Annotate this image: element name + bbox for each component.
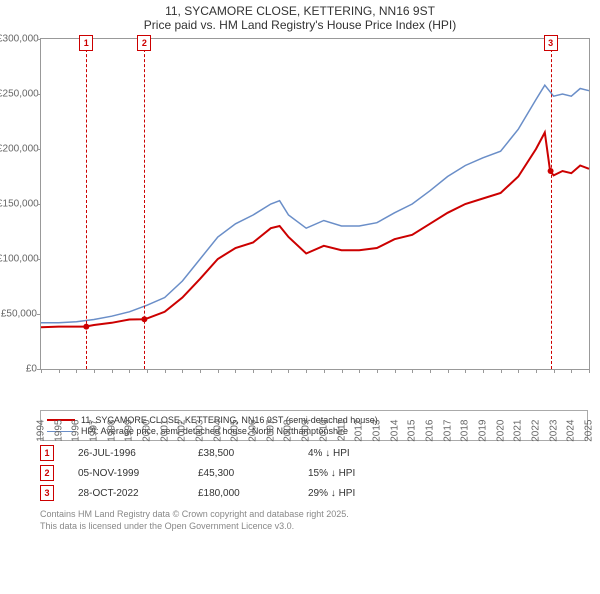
x-tick-label: 2025 xyxy=(584,420,595,470)
x-tick-mark xyxy=(448,369,449,373)
x-tick-mark xyxy=(430,369,431,373)
x-tick-label: 2015 xyxy=(407,420,418,470)
footnote-line2: This data is licensed under the Open Gov… xyxy=(40,521,588,533)
x-tick-mark xyxy=(253,369,254,373)
y-tick-label: £100,000 xyxy=(0,254,37,265)
x-tick-label: 2021 xyxy=(513,420,524,470)
x-tick-label: 2016 xyxy=(424,420,435,470)
x-tick-mark xyxy=(94,369,95,373)
x-tick-label: 2013 xyxy=(371,420,382,470)
x-tick-mark xyxy=(501,369,502,373)
x-tick-label: 1996 xyxy=(71,420,82,470)
y-tick-label: £150,000 xyxy=(0,199,37,210)
plot-area: £0£50,000£100,000£150,000£200,000£250,00… xyxy=(40,38,590,370)
chart-svg xyxy=(41,39,589,369)
chart-wrap: £0£50,000£100,000£150,000£200,000£250,00… xyxy=(40,38,588,370)
x-tick-label: 2022 xyxy=(530,420,541,470)
sales-row-date: 28-OCT-2022 xyxy=(78,488,198,499)
x-tick-mark xyxy=(359,369,360,373)
footnote: Contains HM Land Registry data © Crown c… xyxy=(40,509,588,532)
y-tick-mark xyxy=(37,259,41,260)
x-tick-label: 2014 xyxy=(389,420,400,470)
title-line1: 11, SYCAMORE CLOSE, KETTERING, NN16 9ST xyxy=(0,4,600,18)
x-tick-mark xyxy=(518,369,519,373)
x-tick-label: 2019 xyxy=(477,420,488,470)
x-tick-mark xyxy=(412,369,413,373)
x-tick-mark xyxy=(465,369,466,373)
x-tick-mark xyxy=(59,369,60,373)
x-tick-label: 2002 xyxy=(177,420,188,470)
x-tick-label: 2007 xyxy=(265,420,276,470)
x-tick-label: 1997 xyxy=(89,420,100,470)
y-tick-mark xyxy=(37,39,41,40)
x-tick-label: 2020 xyxy=(495,420,506,470)
x-tick-mark xyxy=(271,369,272,373)
y-tick-label: £0 xyxy=(0,364,37,375)
y-tick-mark xyxy=(37,149,41,150)
sale-marker-box: 2 xyxy=(137,35,151,51)
x-tick-mark xyxy=(112,369,113,373)
x-tick-mark xyxy=(200,369,201,373)
y-tick-label: £50,000 xyxy=(0,309,37,320)
x-tick-mark xyxy=(147,369,148,373)
x-tick-label: 1998 xyxy=(106,420,117,470)
y-tick-label: £250,000 xyxy=(0,89,37,100)
x-tick-mark xyxy=(377,369,378,373)
x-tick-mark xyxy=(571,369,572,373)
x-tick-mark xyxy=(76,369,77,373)
x-tick-mark xyxy=(395,369,396,373)
y-tick-mark xyxy=(37,94,41,95)
sales-row-diff: 29% ↓ HPI xyxy=(308,488,408,499)
x-tick-label: 2023 xyxy=(548,420,559,470)
x-tick-mark xyxy=(554,369,555,373)
x-tick-label: 1995 xyxy=(53,420,64,470)
x-tick-label: 2004 xyxy=(212,420,223,470)
x-tick-mark xyxy=(342,369,343,373)
sale-marker-box: 1 xyxy=(79,35,93,51)
x-tick-mark xyxy=(165,369,166,373)
x-tick-mark xyxy=(182,369,183,373)
y-tick-label: £200,000 xyxy=(0,144,37,155)
x-tick-label: 2001 xyxy=(159,420,170,470)
series-line xyxy=(41,133,589,328)
x-tick-label: 2011 xyxy=(336,420,347,470)
x-tick-mark xyxy=(483,369,484,373)
x-tick-mark xyxy=(536,369,537,373)
x-tick-mark xyxy=(589,369,590,373)
y-tick-mark xyxy=(37,204,41,205)
x-tick-mark xyxy=(129,369,130,373)
x-tick-mark xyxy=(288,369,289,373)
sales-row: 3 28-OCT-2022£180,00029% ↓ HPI xyxy=(40,485,588,501)
sale-marker-box: 3 xyxy=(544,35,558,51)
x-tick-label: 2024 xyxy=(566,420,577,470)
sale-marker-line xyxy=(144,39,145,369)
x-tick-mark xyxy=(218,369,219,373)
y-tick-mark xyxy=(37,314,41,315)
x-tick-label: 2008 xyxy=(283,420,294,470)
x-tick-label: 2003 xyxy=(195,420,206,470)
x-tick-label: 2000 xyxy=(142,420,153,470)
x-tick-mark xyxy=(235,369,236,373)
sale-marker-line xyxy=(551,39,552,369)
x-tick-label: 2009 xyxy=(301,420,312,470)
x-tick-mark xyxy=(306,369,307,373)
x-tick-label: 2006 xyxy=(248,420,259,470)
title-line2: Price paid vs. HM Land Registry's House … xyxy=(0,18,600,32)
x-tick-mark xyxy=(41,369,42,373)
sale-marker-line xyxy=(86,39,87,369)
y-tick-label: £300,000 xyxy=(0,34,37,45)
x-tick-label: 2017 xyxy=(442,420,453,470)
x-tick-label: 2018 xyxy=(460,420,471,470)
sales-row-index: 3 xyxy=(40,485,54,501)
x-tick-mark xyxy=(324,369,325,373)
x-tick-label: 1999 xyxy=(124,420,135,470)
x-tick-label: 1994 xyxy=(36,420,47,470)
footnote-line1: Contains HM Land Registry data © Crown c… xyxy=(40,509,588,521)
x-tick-label: 2012 xyxy=(354,420,365,470)
x-tick-label: 2005 xyxy=(230,420,241,470)
x-tick-label: 2010 xyxy=(318,420,329,470)
sales-row-price: £180,000 xyxy=(198,488,308,499)
series-line xyxy=(41,85,589,323)
